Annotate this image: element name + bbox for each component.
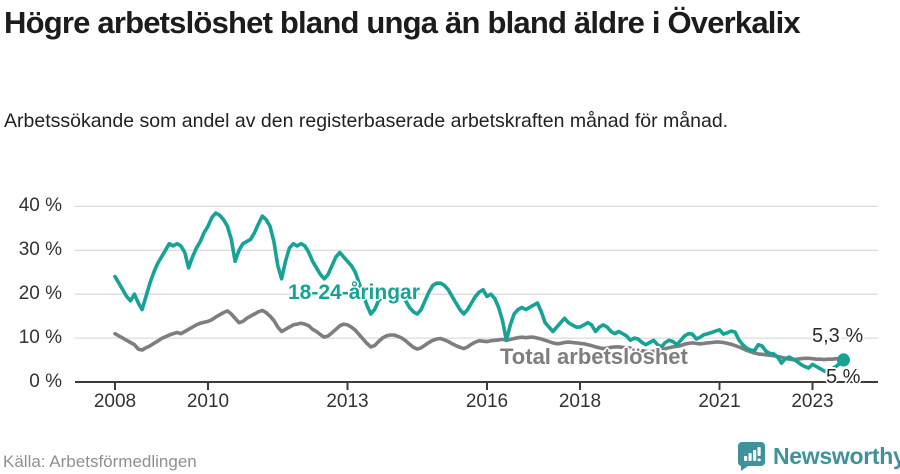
page-subtitle: Arbetssökande som andel av den registerb… xyxy=(4,110,729,132)
newsworthy-logo-text: Newsworthy xyxy=(773,442,900,469)
y-tick-label: 40 % xyxy=(18,195,62,217)
series-label-18-24: 18-24-åringar xyxy=(288,281,420,304)
y-tick-label: 10 % xyxy=(18,327,62,349)
newsworthy-logo[interactable]: Newsworthy xyxy=(737,441,900,471)
newsworthy-logo-icon xyxy=(737,442,765,471)
page-title: Högre arbetslöshet bland unga än bland ä… xyxy=(4,5,801,40)
y-tick-label: 30 % xyxy=(18,239,62,261)
y-tick-label: 0 % xyxy=(29,371,62,392)
x-tick-label: 2008 xyxy=(93,391,137,412)
end-value-label-youth: 5 % xyxy=(826,366,861,388)
x-tick-label: 2013 xyxy=(326,391,369,412)
series-label-total: Total arbetslöshet xyxy=(500,344,688,369)
source-attribution: Källa: Arbetsförmedlingen xyxy=(3,452,197,471)
end-value-label-total: 5,3 % xyxy=(812,325,864,347)
x-tick-label: 2018 xyxy=(558,391,602,412)
x-tick-label: 2023 xyxy=(791,391,834,412)
y-tick-label: 20 % xyxy=(18,283,62,305)
x-tick-label: 2010 xyxy=(186,391,230,412)
x-tick-label: 2016 xyxy=(465,391,509,412)
x-tick-label: 2021 xyxy=(698,391,741,412)
